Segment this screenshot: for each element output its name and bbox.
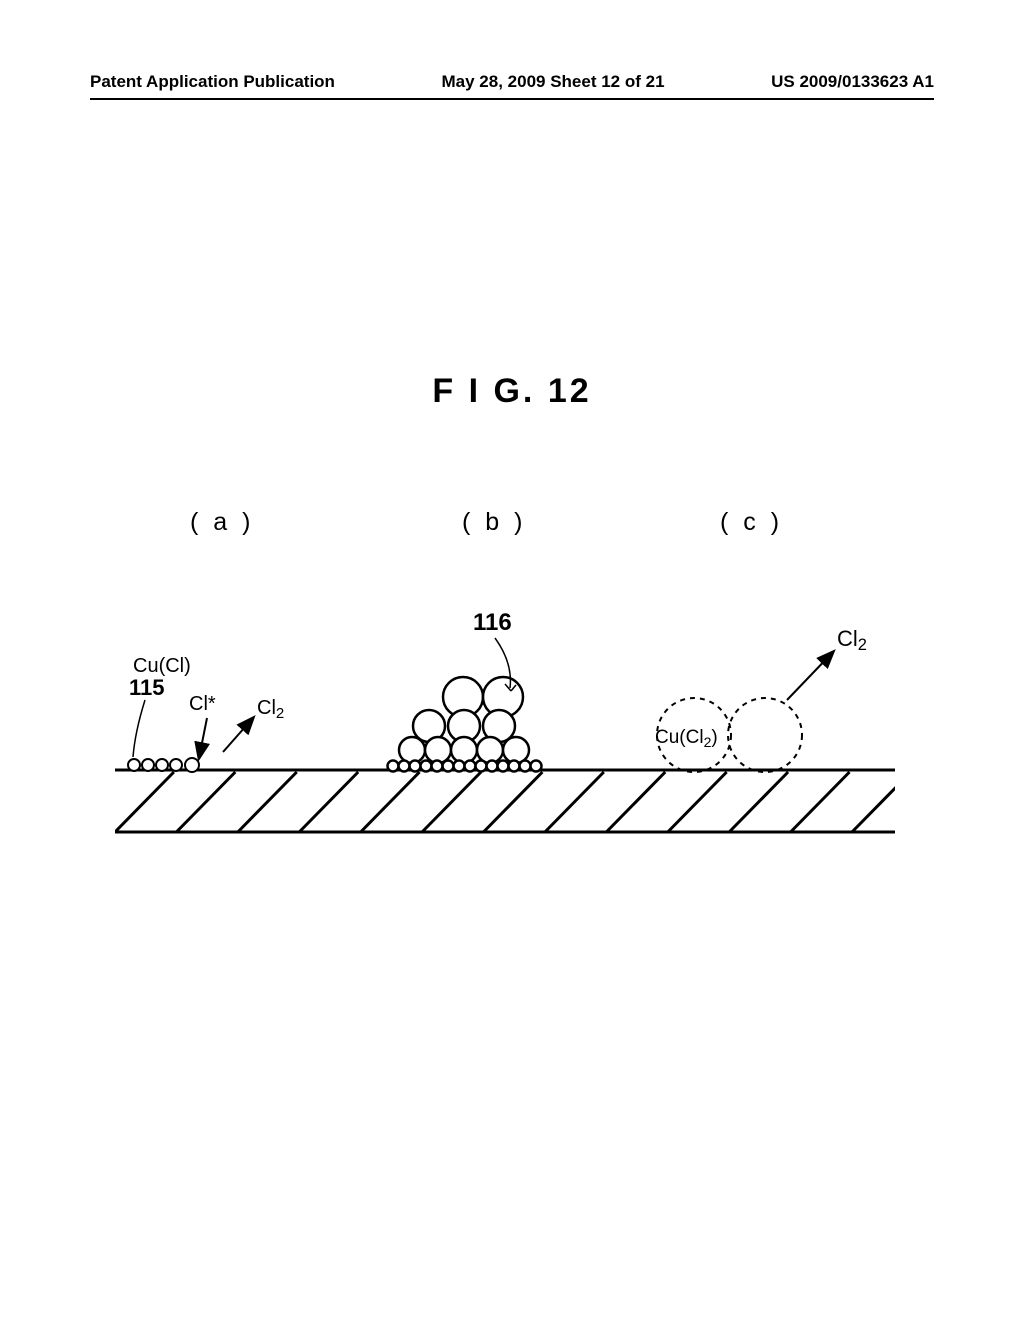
header-rule [90,98,934,100]
header-right: US 2009/0133623 A1 [771,72,934,92]
svg-text:Cl*: Cl* [189,693,216,715]
figure-title: F I G. 12 [432,372,591,411]
figure-diagram: Cu(Cl)115 Cl* Cl2 116 Cu(Cl2) Cl2 [115,580,895,860]
panel-label-b: ( b ) [462,508,526,537]
svg-text:Cu(Cl): Cu(Cl) [133,655,191,677]
svg-text:116: 116 [473,609,512,636]
svg-text:115: 115 [129,675,165,700]
page-header: Patent Application Publication May 28, 2… [0,72,1024,92]
panel-label-a: ( a ) [190,508,254,537]
header-left: Patent Application Publication [90,72,335,92]
panel-label-c: ( c ) [720,508,783,537]
svg-text:Cl2: Cl2 [257,697,284,722]
header-center: May 28, 2009 Sheet 12 of 21 [442,72,665,92]
svg-text:Cu(Cl2): Cu(Cl2) [655,727,718,750]
svg-text:Cl2: Cl2 [837,626,867,654]
